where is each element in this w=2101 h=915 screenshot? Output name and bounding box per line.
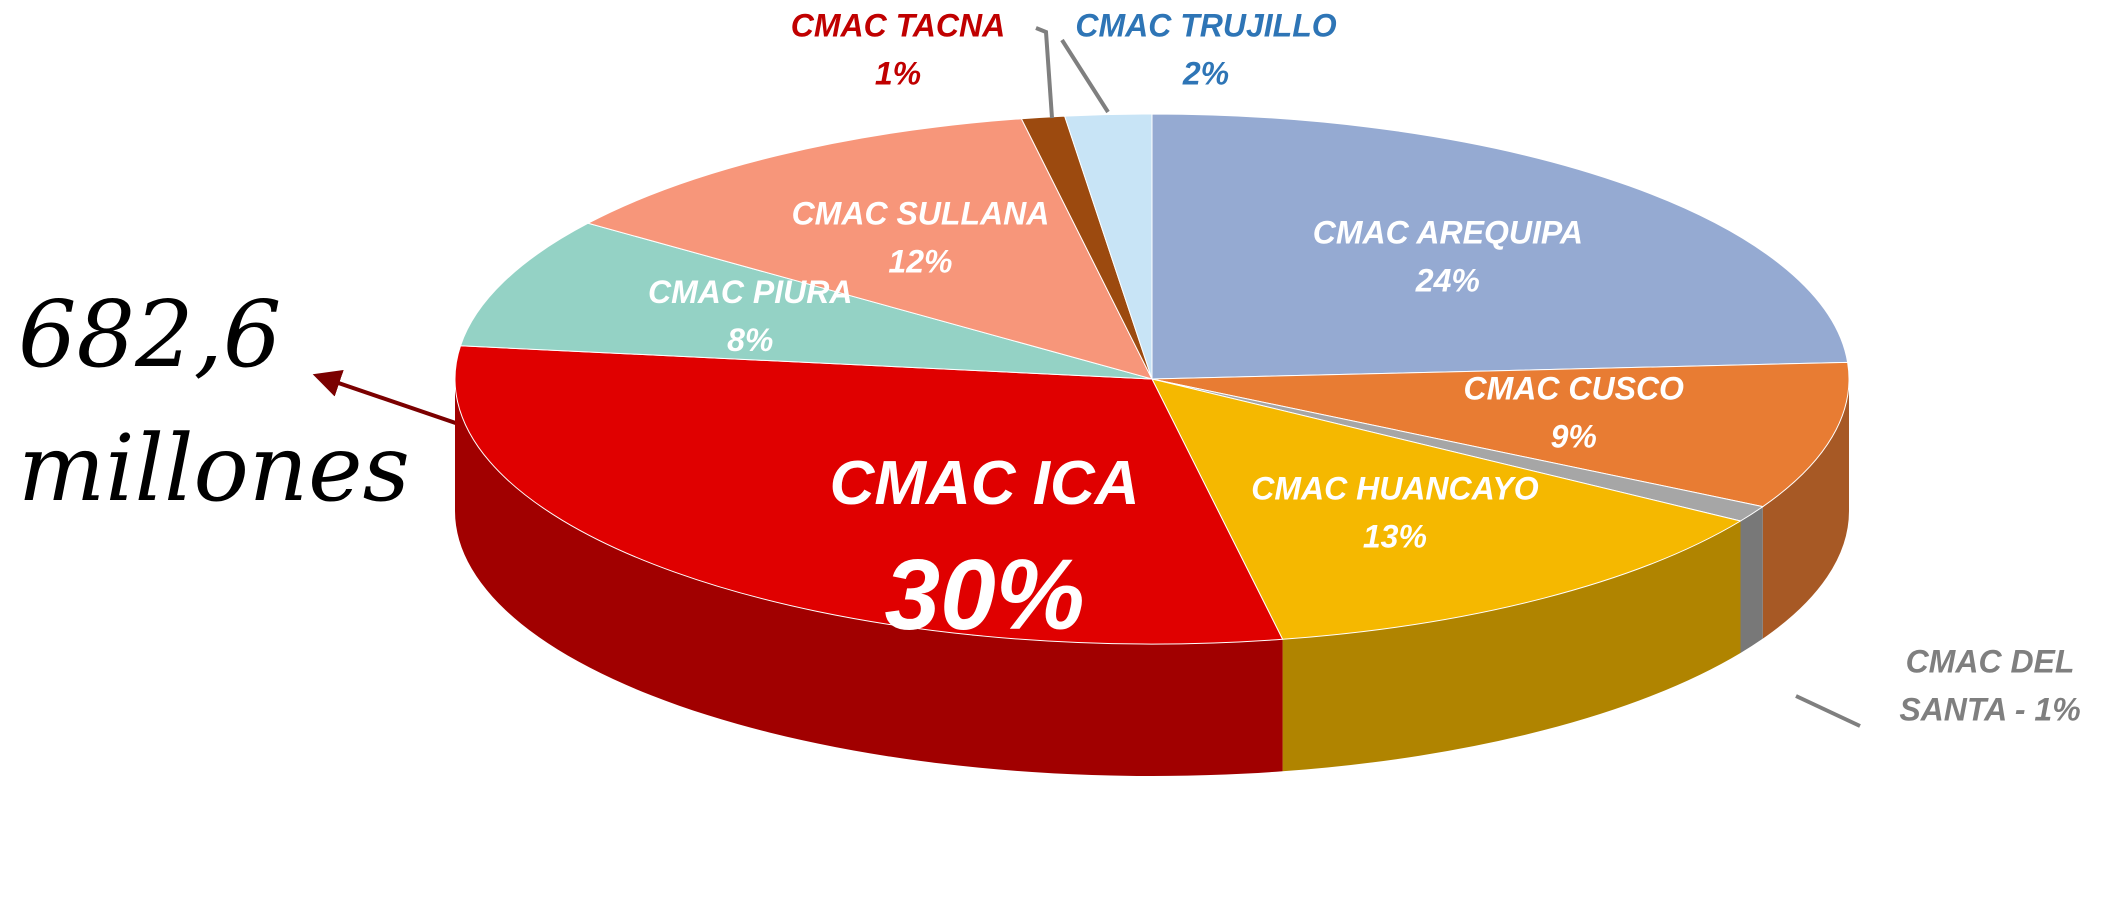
leader-line <box>1795 694 1861 728</box>
slice-side <box>455 379 1283 776</box>
value-label: 1% <box>875 55 921 91</box>
category-label: CMAC TRUJILLO <box>1075 7 1336 43</box>
slice-side <box>1282 520 1741 772</box>
slice-side <box>1762 379 1849 639</box>
slice <box>586 118 1153 380</box>
category-label: CMAC PIURA <box>648 274 852 310</box>
annotation: 682,6 <box>18 281 281 388</box>
slice-side <box>1740 506 1763 653</box>
pie-tops <box>454 113 1850 645</box>
slice <box>1063 113 1153 380</box>
value-label: 13% <box>1363 518 1427 554</box>
slice <box>1151 361 1850 508</box>
leader-line <box>1060 38 1110 114</box>
category-label: CMAC AREQUIPA <box>1313 215 1583 251</box>
slice <box>459 222 1153 380</box>
slice <box>454 345 1284 645</box>
slice <box>1151 113 1849 380</box>
value-label: 12% <box>888 244 952 280</box>
category-label: CMAC ICA <box>830 449 1140 518</box>
category-label: SANTA - 1% <box>1899 691 2080 727</box>
category-label: CMAC HUANCAYO <box>1251 470 1539 506</box>
value-label: 24% <box>1415 263 1480 299</box>
value-label: 30% <box>885 539 1085 651</box>
category-label: CMAC SULLANA <box>792 196 1050 232</box>
category-label: CMAC CUSCO <box>1464 370 1685 406</box>
value-label: 2% <box>1182 55 1229 91</box>
value-label: 9% <box>1551 418 1597 454</box>
annotation: millones <box>18 415 410 522</box>
category-label: CMAC TACNA <box>791 7 1005 43</box>
pie-sides <box>455 379 1849 776</box>
slice <box>1151 378 1742 640</box>
value-label: 8% <box>727 322 773 358</box>
leader-line <box>1035 26 1054 119</box>
category-label: CMAC DEL <box>1906 643 2075 679</box>
